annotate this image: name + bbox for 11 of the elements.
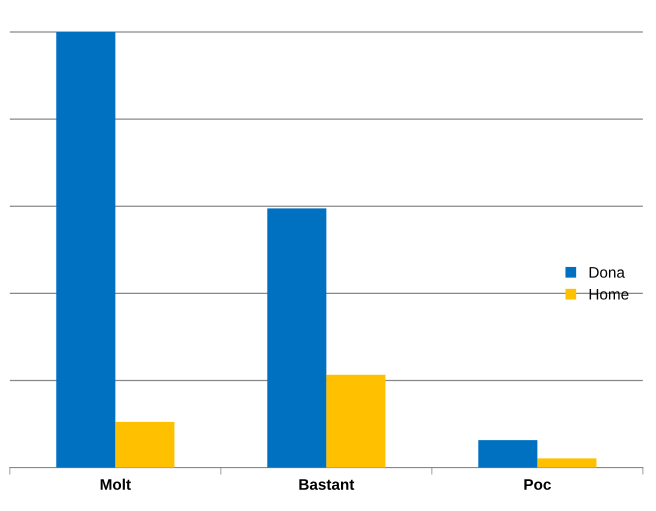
x-tick-label: Poc	[524, 479, 551, 490]
bar	[56, 32, 116, 468]
bar	[326, 374, 386, 468]
bar	[478, 440, 538, 468]
x-tick-label: Molt	[100, 478, 131, 490]
legend-label: Home	[590, 289, 628, 300]
bar	[267, 208, 326, 468]
x-tick-label: Bastant	[299, 479, 354, 490]
bar	[537, 458, 596, 468]
legend-label: Dona	[590, 267, 625, 278]
bar	[115, 422, 174, 468]
